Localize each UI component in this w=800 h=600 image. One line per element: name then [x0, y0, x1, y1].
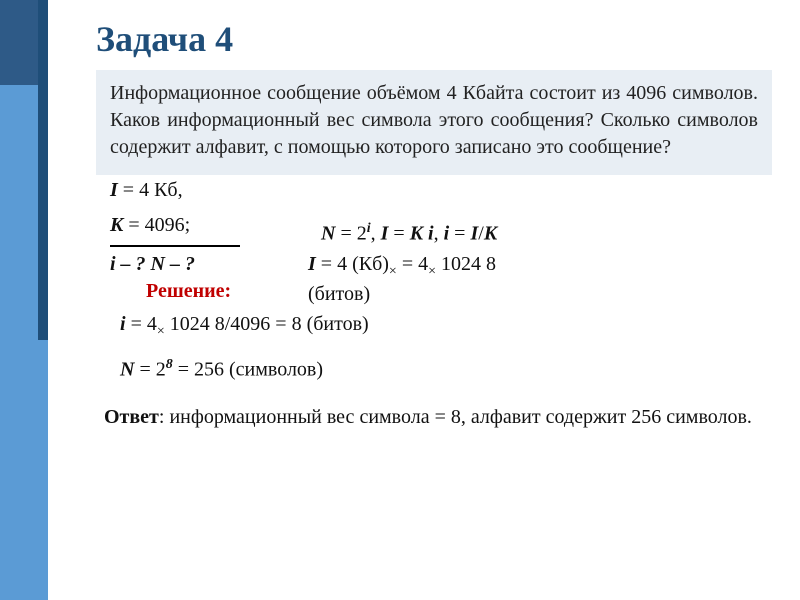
given-var-I: I — [110, 179, 118, 201]
accent-inner-strip — [38, 0, 48, 340]
answer-text: : информационный вес символа = 8, алфави… — [159, 406, 752, 428]
formula-row-4: N = 28 = 256 (символов) — [120, 357, 323, 382]
problem-text: Информационное сообщение объёмом 4 Кбайт… — [110, 82, 758, 158]
given-var-K: K — [110, 214, 123, 236]
given-line-2: K = 4096; — [110, 214, 240, 237]
given-block: I = 4 Кб, K = 4096; i – ? N – ? — [110, 179, 240, 276]
formula-row-1: N = 2i, I = K i, i = I/K — [321, 221, 497, 246]
given-find: i – ? N – ? — [110, 253, 240, 276]
math-area: I = 4 Кб, K = 4096; i – ? N – ? N = 2i, … — [96, 179, 772, 499]
given-rest-1: = 4 Кб, — [118, 179, 183, 201]
slide-content: Задача 4 Информационное сообщение объёмо… — [58, 0, 800, 499]
slide-title: Задача 4 — [96, 18, 772, 60]
formula-row-3: i = 4× 1024 8/4096 = 8 (битов) — [120, 313, 369, 340]
given-divider — [110, 245, 240, 247]
answer-block: Ответ: информационный вес символа = 8, а… — [104, 404, 752, 431]
formula-row-2: I = 4 (Кб)× = 4× 1024 8 — [308, 253, 496, 280]
problem-statement: Информационное сообщение объёмом 4 Кбайт… — [96, 70, 772, 175]
answer-label: Ответ — [104, 406, 159, 428]
given-rest-2: = 4096; — [123, 214, 190, 236]
formula-row-2b: (битов) — [308, 283, 370, 306]
given-line-1: I = 4 Кб, — [110, 179, 240, 202]
